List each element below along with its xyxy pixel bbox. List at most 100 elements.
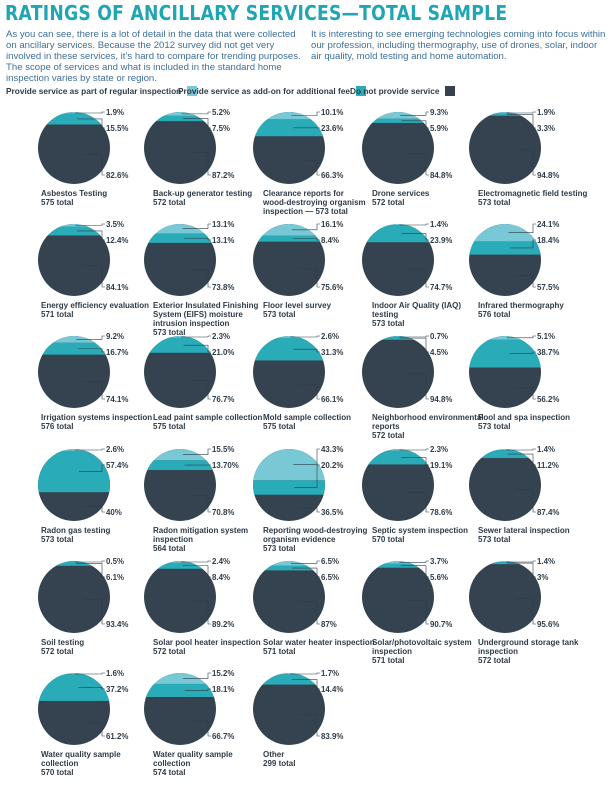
pie-label-add-on: 38.7% <box>537 348 559 357</box>
leader-line <box>506 111 536 114</box>
leader-line <box>84 153 105 176</box>
pie-chart: 13.1% 13.1% 73.8% Exterior Insulated Finish… <box>144 220 258 337</box>
leader-line <box>399 448 429 451</box>
slice-do-not-provide <box>253 224 325 296</box>
leader-line <box>84 722 105 737</box>
pie-title: Sewer lateral inspection <box>478 526 570 535</box>
leader-line <box>79 464 105 472</box>
slice-regular-service <box>38 336 110 343</box>
pie-label-do-not-provide: 74.1% <box>106 395 128 404</box>
leader-line <box>408 600 429 625</box>
pie-label-do-not-provide: 66.7% <box>212 732 234 741</box>
pie-title: Drone services <box>372 189 430 198</box>
pie-label-regular: 1.6% <box>106 669 124 678</box>
slice-do-not-provide <box>469 449 541 521</box>
pie-label-do-not-provide: 57.5% <box>537 283 559 292</box>
slice-regular-service <box>362 449 434 451</box>
slice-do-not-provide <box>144 112 216 184</box>
leader-line <box>84 381 105 400</box>
slice-add-on-service <box>144 562 216 569</box>
pie-label-add-on: 23.6% <box>321 124 343 133</box>
slice-add-on-service <box>469 450 541 459</box>
pie-label-regular: 2.3% <box>212 332 230 341</box>
leader-line <box>509 351 536 354</box>
pie-label-add-on: 11.2% <box>537 461 559 470</box>
pie-chart: 3.5% 12.4% 84.1% Energy efficiency evaluati… <box>38 220 149 319</box>
pie-title: Neighborhood environmental <box>372 413 484 422</box>
leader-line <box>78 348 105 353</box>
pie-label-add-on: 6.5% <box>321 573 339 582</box>
pie-label-regular: 2.6% <box>106 445 124 454</box>
pie-title: Reporting wood-destroying <box>263 526 368 535</box>
pie-label-add-on: 37.2% <box>106 685 128 694</box>
leader-line <box>76 335 105 340</box>
slice-regular-service <box>253 673 325 675</box>
pie-label-add-on: 8.4% <box>321 236 339 245</box>
leader-line <box>515 598 536 625</box>
leader-line <box>506 335 536 339</box>
pie-chart: 2.4% 8.4% 89.2% Solar pool heater inspectio… <box>144 557 261 656</box>
pie-chart: 1.4% 23.9% 74.7% Indoor Air Quality (IAQ)te… <box>362 220 461 328</box>
pie-label-add-on: 3% <box>537 573 548 582</box>
pie-total: 573 total <box>41 535 73 544</box>
leader-line <box>401 457 429 466</box>
pie-title: Infrared thermography <box>478 301 564 310</box>
slice-add-on-service <box>144 233 216 243</box>
pie-title: wood-destroying organism <box>262 198 366 207</box>
pie-label-add-on: 14.4% <box>321 685 343 694</box>
pie-label-add-on: 4.5% <box>430 348 448 357</box>
leader-line <box>401 233 429 241</box>
leader-line <box>182 565 211 578</box>
pie-chart: 1.9% 3.3% 94.8% Electromagnetic field testi… <box>469 108 587 207</box>
leader-line <box>182 672 211 679</box>
leader-line <box>77 118 105 129</box>
slice-add-on-service <box>253 674 325 685</box>
slice-regular-service <box>469 336 541 340</box>
leader-line <box>401 120 429 129</box>
pie-chart: 15.2% 18.1% 66.7% Water quality samplecolle… <box>144 669 234 777</box>
leader-line <box>408 268 429 288</box>
pie-chart: 2.3% 21.0% 76.7% Lead paint sample collecti… <box>144 332 262 431</box>
slice-regular-service <box>362 561 434 564</box>
legend-item-addon: Provide service as add-on for additional… <box>178 84 366 97</box>
slice-add-on-service <box>253 337 325 361</box>
pie-label-do-not-provide: 82.6% <box>106 171 128 180</box>
pie-label-do-not-provide: 73.8% <box>212 283 234 292</box>
pie-title: collection <box>41 759 78 768</box>
leader-line <box>190 152 211 176</box>
pie-label-add-on: 13.1% <box>212 236 234 245</box>
pie-label-do-not-provide: 94.8% <box>537 171 559 180</box>
leader-line <box>75 672 105 675</box>
slice-regular-service <box>144 224 216 234</box>
pie-label-do-not-provide: 66.3% <box>321 171 343 180</box>
pie-label-regular: 43.3% <box>321 445 343 454</box>
leader-line <box>290 672 320 675</box>
slice-regular-service <box>38 224 110 227</box>
leader-line <box>182 223 211 230</box>
leader-line <box>299 714 320 737</box>
pie-chart: 24.1% 18.4% 57.5% Infrared thermography576 … <box>469 220 564 319</box>
pie-label-do-not-provide: 94.8% <box>430 395 452 404</box>
pie-label-do-not-provide: 36.5% <box>321 508 343 517</box>
slice-regular-service <box>253 561 325 566</box>
pie-label-add-on: 5.6% <box>430 573 448 582</box>
legend-swatch-regular <box>187 85 198 96</box>
pie-label-add-on: 21.0% <box>212 348 234 357</box>
pie-label-add-on: 5.9% <box>430 124 448 133</box>
pie-label-add-on: 19.1% <box>430 461 452 470</box>
pie-label-regular: 1.4% <box>430 220 448 229</box>
leader-line <box>408 373 429 400</box>
pie-label-regular: 5.2% <box>212 108 230 117</box>
pie-label-add-on: 20.2% <box>321 461 343 470</box>
leader-line <box>515 489 536 513</box>
leader-line <box>291 223 320 231</box>
slice-do-not-provide <box>362 112 434 184</box>
pie-label-do-not-provide: 90.7% <box>430 620 452 629</box>
pie-title: Underground storage tank <box>478 638 579 647</box>
pie-chart: 9.2% 16.7% 74.1% Irrigation systems inspect… <box>38 332 152 431</box>
leader-line <box>293 238 320 241</box>
pie-chart: 1.4% 11.2% 87.4% Sewer lateral inspection57… <box>469 445 570 544</box>
pie-total: 570 total <box>372 535 404 544</box>
slice-regular-service <box>38 449 110 451</box>
